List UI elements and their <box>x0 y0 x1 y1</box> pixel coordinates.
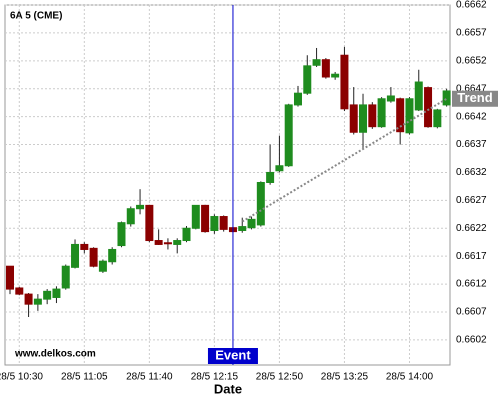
candle-body <box>182 227 191 242</box>
candle-body <box>275 165 284 172</box>
y-tick-label: 0.6652 <box>456 55 487 66</box>
event-label: Event <box>215 347 251 362</box>
candle-body <box>247 218 256 229</box>
candle-body <box>331 73 340 78</box>
y-tick-label: 0.6662 <box>456 0 487 11</box>
x-tick-label: 28/5 10:30 <box>0 372 43 383</box>
candle-body <box>442 90 451 106</box>
x-axis-label: Date <box>214 381 242 396</box>
candle-body <box>173 240 182 245</box>
candle-body <box>43 290 52 300</box>
candle-body <box>210 216 219 231</box>
y-tick-label: 0.6617 <box>456 251 487 262</box>
candle-body <box>368 104 377 128</box>
candle-body <box>340 54 349 110</box>
y-tick-label: 0.6657 <box>456 28 487 39</box>
candle-body <box>126 208 135 225</box>
candle-body <box>33 298 42 305</box>
candle-body <box>312 59 321 66</box>
x-tick-label: 28/5 13:25 <box>321 372 369 383</box>
candle-body <box>238 226 247 231</box>
candle-body <box>136 204 145 210</box>
candle-body <box>377 98 386 128</box>
candle-body <box>256 181 265 226</box>
y-tick-label: 0.6647 <box>456 83 487 94</box>
candle-body <box>359 104 368 133</box>
candle-body <box>163 242 172 245</box>
candle-body <box>396 98 405 133</box>
candle-body <box>80 243 89 250</box>
y-tick-label: 0.6602 <box>456 335 487 346</box>
candle-body <box>266 171 275 183</box>
trend-label: Trend <box>457 90 492 105</box>
candle-body <box>154 240 163 245</box>
y-tick-label: 0.6642 <box>456 111 487 122</box>
candle-body <box>424 87 433 128</box>
x-tick-label: 28/5 12:15 <box>191 372 239 383</box>
candle-body <box>145 204 154 242</box>
candle-body <box>117 222 126 247</box>
y-tick-label: 0.6632 <box>456 167 487 178</box>
candle-body <box>24 293 33 305</box>
candle-body <box>293 92 302 106</box>
candle-body <box>98 260 107 272</box>
candle-body <box>414 81 423 111</box>
candle-body <box>303 65 312 94</box>
trend-label-box <box>452 90 498 107</box>
event-label-box <box>207 348 258 364</box>
candle-body <box>89 247 98 267</box>
candle-body <box>191 204 200 229</box>
candle-body <box>15 287 24 295</box>
x-tick-label: 28/5 11:05 <box>61 372 108 383</box>
chart-title: 6A 5 (CME) <box>10 11 62 22</box>
candle-body <box>52 288 61 298</box>
candle-body <box>433 109 442 128</box>
candle-body <box>386 95 395 102</box>
y-tick-label: 0.6612 <box>456 279 487 290</box>
candle-body <box>405 98 414 134</box>
candle-body <box>349 104 358 133</box>
x-tick-label: 28/5 14:00 <box>386 372 434 383</box>
candle-body <box>321 59 330 78</box>
candle-body <box>108 248 117 263</box>
y-tick-label: 0.6622 <box>456 223 487 234</box>
watermark: www.delkos.com <box>14 349 96 360</box>
candle-body <box>284 104 293 167</box>
y-tick-label: 0.6637 <box>456 139 487 150</box>
x-tick-label: 28/5 11:40 <box>126 372 173 383</box>
candle-body <box>61 265 70 289</box>
x-tick-label: 28/5 12:50 <box>256 372 304 383</box>
y-tick-label: 0.6607 <box>456 307 487 318</box>
candle-body <box>71 243 80 268</box>
plot-frame <box>4 4 451 366</box>
y-tick-label: 0.6627 <box>456 195 487 206</box>
candle-body <box>201 204 210 233</box>
candle-body <box>6 265 14 290</box>
candle-body <box>219 216 228 230</box>
